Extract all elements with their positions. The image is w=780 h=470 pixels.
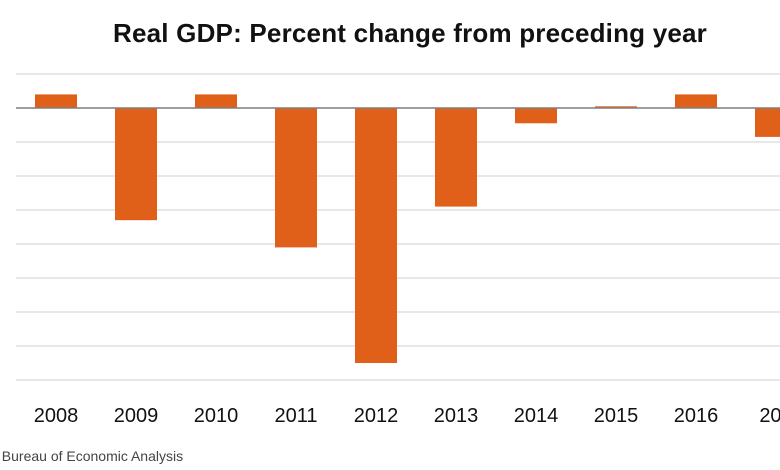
source-note: . Bureau of Economic Analysis [0,448,184,464]
x-tick-label: 2015 [594,405,639,427]
bar-2012 [355,108,397,363]
bar-2017 [755,108,780,137]
x-tick-label: 2012 [354,405,399,427]
bar-2013 [435,108,477,207]
x-tick-label: 2009 [114,405,159,427]
x-tick-label: 2011 [274,405,317,427]
bar-2015 [595,106,637,108]
bar-2008 [35,94,77,108]
bar-2014 [515,108,557,124]
x-tick-label: 201 [759,405,780,427]
x-tick-label: 2016 [674,405,719,427]
chart-title: Real GDP: Percent change from preceding … [113,18,707,48]
x-tick-label: 2014 [514,405,559,427]
x-tick-label: 2008 [34,405,79,427]
bar-2009 [115,108,157,221]
x-tick-labels: 2008 2009 2010 2011 2012 2013 2014 2015 2016 201 [34,405,780,427]
bars [35,94,780,363]
bar-2016 [675,94,717,108]
x-tick-label: 2013 [434,405,479,427]
bar-2011 [275,108,317,248]
x-tick-label: 2010 [194,405,239,427]
bar-2010 [195,94,237,108]
